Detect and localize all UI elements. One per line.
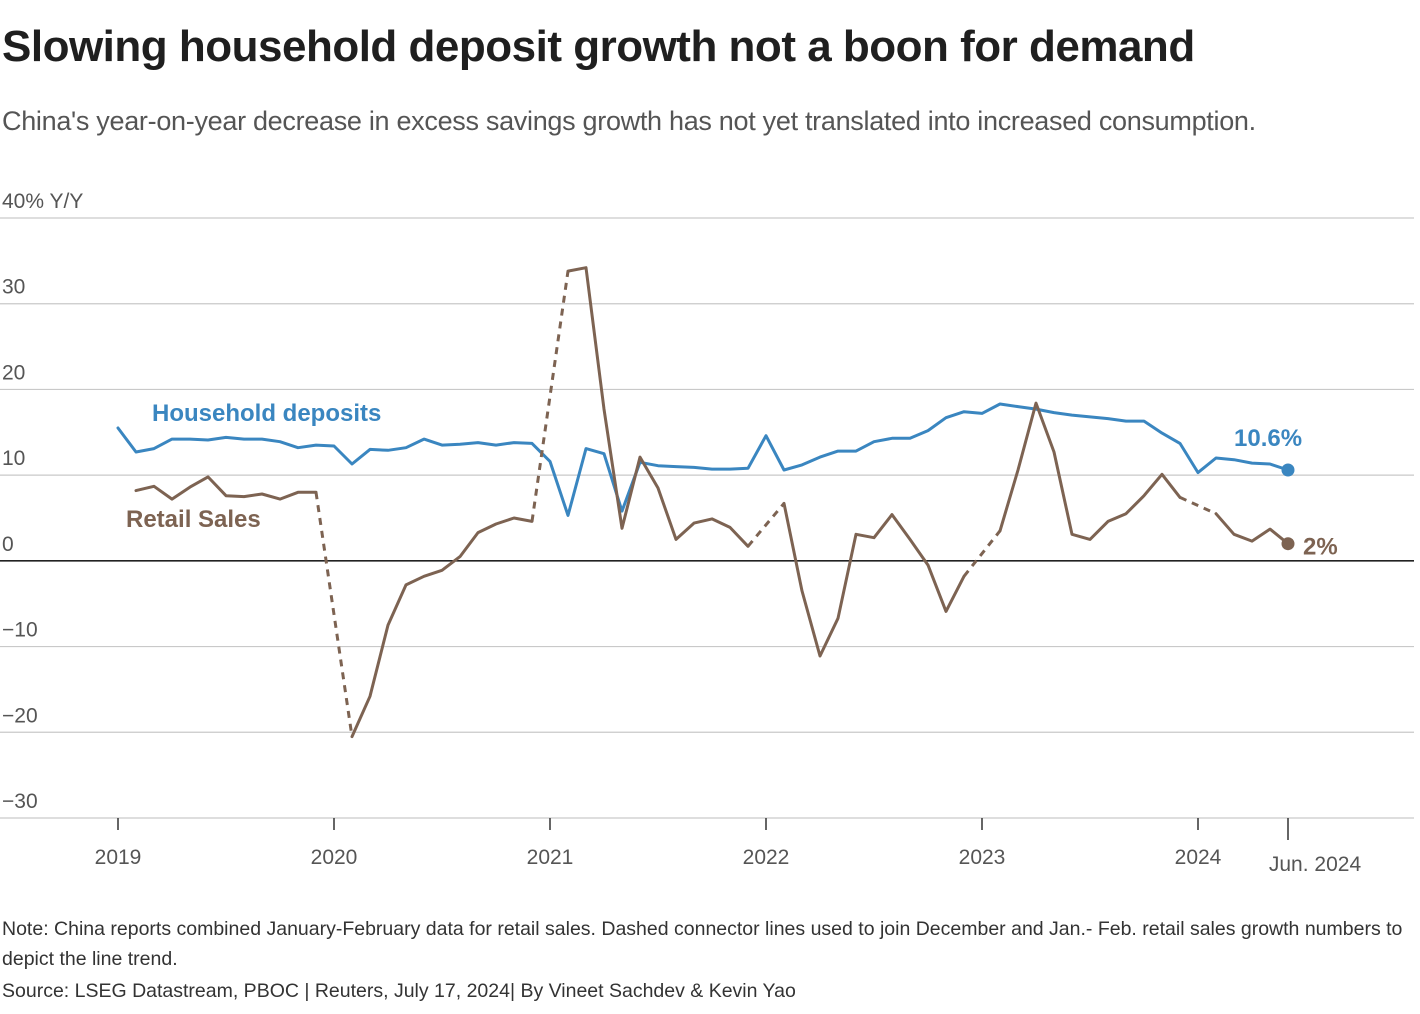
household-deposits-end-dot (1281, 463, 1295, 477)
grid-lines (0, 217, 1414, 819)
household-deposits-legend-label: Household deposits (152, 400, 381, 427)
chart-note: Note: China reports combined January-Feb… (2, 918, 1403, 970)
y-tick-label: 20 (2, 361, 25, 384)
retail-sales-dashed-connector (746, 502, 786, 548)
chart-source: Source: LSEG Datastream, PBOC | Reuters,… (2, 980, 796, 1002)
x-tick-label: 2020 (311, 846, 358, 869)
y-tick-label: 30 (2, 276, 25, 299)
retail-sales-line (1214, 512, 1290, 546)
line-chart: 40% Y/Y 30 20 10 0 −10 −20 −30 2019 2020 2021 2022… (0, 190, 1414, 876)
y-tick-label: 40% Y/Y (2, 190, 83, 213)
retail-sales-line (566, 266, 750, 548)
x-tick-label: 2019 (95, 846, 142, 869)
retail-sales-dashed-connector (962, 529, 1002, 578)
retail-sales-line (350, 516, 534, 739)
retail-sales-dashed-connector (530, 270, 570, 522)
retail-sales-line (998, 401, 1182, 541)
x-tick-label: 2021 (527, 846, 574, 869)
y-tick-label: −10 (2, 619, 38, 642)
y-tick-label: 10 (2, 447, 25, 470)
x-tick-label: 2022 (743, 846, 790, 869)
y-tick-label: −20 (2, 704, 38, 727)
retail-sales-end-dot (1281, 537, 1295, 551)
retail-sales-dashed-connector (1179, 496, 1217, 516)
x-axis-ticks: 2019 2020 2021 2022 2023 2024 Jun. 2024 (95, 818, 1362, 876)
retail-sales-end-label: 2% (1303, 534, 1338, 561)
retail-sales-line (134, 475, 318, 501)
y-axis-ticks: 40% Y/Y 30 20 10 0 −10 −20 −30 (2, 190, 83, 813)
x-tick-label: Jun. 2024 (1269, 853, 1362, 876)
series-lines (116, 266, 1295, 739)
household-deposits-line (116, 402, 1290, 517)
x-tick-label: 2023 (959, 846, 1006, 869)
y-tick-label: −30 (2, 790, 38, 813)
series-labels: Household deposits 10.6% Retail Sales 2% (126, 400, 1338, 561)
retail-sales-line (782, 501, 966, 658)
retail-sales-dashed-connector (314, 492, 354, 737)
x-tick-label: 2024 (1175, 846, 1222, 869)
y-tick-label: 0 (2, 533, 14, 556)
chart-subtitle: China's year-on-year decrease in excess … (2, 106, 1256, 136)
household-deposits-end-label: 10.6% (1234, 425, 1302, 452)
retail-sales-legend-label: Retail Sales (126, 506, 261, 533)
chart-title: Slowing household deposit growth not a b… (2, 22, 1195, 71)
